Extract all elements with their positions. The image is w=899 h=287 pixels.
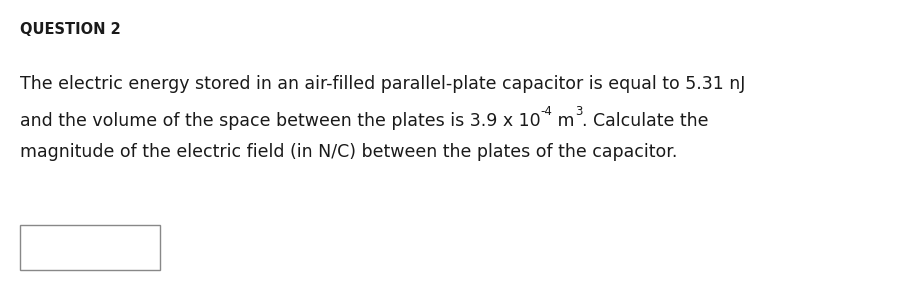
Text: -4: -4 [540,105,553,118]
Text: The electric energy stored in an air-filled parallel-plate capacitor is equal to: The electric energy stored in an air-fil… [20,75,745,93]
Text: . Calculate the: . Calculate the [583,112,709,130]
Text: 3: 3 [575,105,583,118]
Bar [20,225,160,270]
Text: m: m [553,112,575,130]
Text: and the volume of the space between the plates is 3.9 x 10: and the volume of the space between the … [20,112,540,130]
Text: QUESTION 2: QUESTION 2 [20,22,120,37]
Text: magnitude of the electric field (in N/C) between the plates of the capacitor.: magnitude of the electric field (in N/C)… [20,143,677,161]
